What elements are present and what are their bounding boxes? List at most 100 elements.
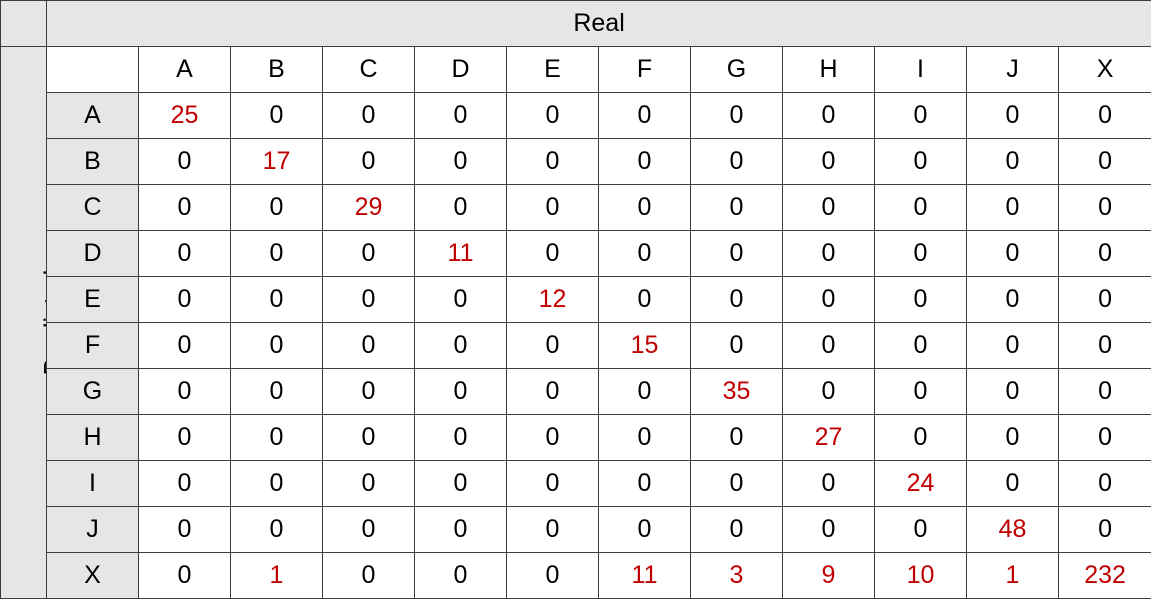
cell-c-f: 0 <box>598 184 691 231</box>
cell-h-i: 0 <box>874 414 967 461</box>
column-header-f: F <box>598 46 691 93</box>
matrix-row-d: D 0 0 0 11 0 0 0 0 0 0 0 <box>1 230 1151 277</box>
cell-e-e: 12 <box>506 276 599 323</box>
cell-h-e: 0 <box>506 414 599 461</box>
cell-x-h: 9 <box>782 552 875 599</box>
cell-i-d: 0 <box>414 460 507 507</box>
row-header-i: I <box>46 460 139 507</box>
cell-f-b: 0 <box>230 322 323 369</box>
cell-i-c: 0 <box>322 460 415 507</box>
cell-c-h: 0 <box>782 184 875 231</box>
cell-x-e: 0 <box>506 552 599 599</box>
cell-b-e: 0 <box>506 138 599 185</box>
cell-x-x: 232 <box>1057 552 1151 599</box>
cell-f-i: 0 <box>874 322 967 369</box>
cell-c-c: 29 <box>322 184 415 231</box>
cell-a-x: 0 <box>1057 92 1151 139</box>
cell-a-j: 0 <box>966 92 1059 139</box>
cell-g-f: 0 <box>598 368 691 415</box>
row-header-b: B <box>46 138 139 185</box>
cell-h-d: 0 <box>414 414 507 461</box>
cell-i-g: 0 <box>690 460 783 507</box>
cell-f-g: 0 <box>690 322 783 369</box>
cell-b-g: 0 <box>690 138 783 185</box>
cell-f-e: 0 <box>506 322 599 369</box>
cell-g-a: 0 <box>138 368 231 415</box>
cell-e-x: 0 <box>1057 276 1151 323</box>
cell-e-i: 0 <box>874 276 967 323</box>
cell-e-g: 0 <box>690 276 783 323</box>
cell-b-d: 0 <box>414 138 507 185</box>
cell-x-g: 3 <box>690 552 783 599</box>
cell-e-j: 0 <box>966 276 1059 323</box>
cell-c-i: 0 <box>874 184 967 231</box>
cell-e-a: 0 <box>138 276 231 323</box>
matrix-row-g: G 0 0 0 0 0 0 35 0 0 0 0 <box>1 368 1151 415</box>
cell-a-a: 25 <box>138 92 231 139</box>
cell-c-b: 0 <box>230 184 323 231</box>
cell-a-e: 0 <box>506 92 599 139</box>
corner-cell <box>0 0 47 47</box>
cell-c-g: 0 <box>690 184 783 231</box>
matrix-row-a: A 25 0 0 0 0 0 0 0 0 0 0 <box>1 92 1151 139</box>
cell-g-c: 0 <box>322 368 415 415</box>
cell-j-c: 0 <box>322 506 415 553</box>
cell-c-x: 0 <box>1057 184 1151 231</box>
cell-b-f: 0 <box>598 138 691 185</box>
cell-j-b: 0 <box>230 506 323 553</box>
column-header-e: E <box>506 46 599 93</box>
cell-d-x: 0 <box>1057 230 1151 277</box>
matrix-row-e: E 0 0 0 0 12 0 0 0 0 0 0 <box>1 276 1151 323</box>
cell-c-j: 0 <box>966 184 1059 231</box>
cell-f-j: 0 <box>966 322 1059 369</box>
cell-a-d: 0 <box>414 92 507 139</box>
predicted-axis-text: Predicted <box>39 269 47 376</box>
cell-d-h: 0 <box>782 230 875 277</box>
cell-x-d: 0 <box>414 552 507 599</box>
cell-g-x: 0 <box>1057 368 1151 415</box>
cell-d-f: 0 <box>598 230 691 277</box>
cell-h-j: 0 <box>966 414 1059 461</box>
matrix-row-i: I 0 0 0 0 0 0 0 0 24 0 0 <box>1 460 1151 507</box>
matrix-row-c: C 0 0 29 0 0 0 0 0 0 0 0 <box>1 184 1151 231</box>
cell-g-e: 0 <box>506 368 599 415</box>
column-header-b: B <box>230 46 323 93</box>
row-header-c: C <box>46 184 139 231</box>
column-header-d: D <box>414 46 507 93</box>
cell-e-c: 0 <box>322 276 415 323</box>
cell-e-h: 0 <box>782 276 875 323</box>
column-header-j: J <box>966 46 1059 93</box>
cell-x-f: 11 <box>598 552 691 599</box>
cell-g-b: 0 <box>230 368 323 415</box>
cell-f-a: 0 <box>138 322 231 369</box>
cell-c-d: 0 <box>414 184 507 231</box>
cell-d-i: 0 <box>874 230 967 277</box>
cell-g-i: 0 <box>874 368 967 415</box>
matrix-row-f: F 0 0 0 0 0 15 0 0 0 0 0 <box>1 322 1151 369</box>
cell-i-f: 0 <box>598 460 691 507</box>
cell-e-b: 0 <box>230 276 323 323</box>
cell-j-f: 0 <box>598 506 691 553</box>
cell-b-h: 0 <box>782 138 875 185</box>
column-header-a: A <box>138 46 231 93</box>
cell-f-c: 0 <box>322 322 415 369</box>
cell-c-e: 0 <box>506 184 599 231</box>
cell-i-h: 0 <box>782 460 875 507</box>
cell-d-b: 0 <box>230 230 323 277</box>
cell-h-c: 0 <box>322 414 415 461</box>
cell-b-i: 0 <box>874 138 967 185</box>
cell-g-g: 35 <box>690 368 783 415</box>
row-header-g: G <box>46 368 139 415</box>
cell-i-b: 0 <box>230 460 323 507</box>
cell-a-g: 0 <box>690 92 783 139</box>
cell-b-j: 0 <box>966 138 1059 185</box>
row-header-d: D <box>46 230 139 277</box>
cell-d-e: 0 <box>506 230 599 277</box>
cell-c-a: 0 <box>138 184 231 231</box>
cell-j-e: 0 <box>506 506 599 553</box>
row-header-j: J <box>46 506 139 553</box>
cell-x-j: 1 <box>966 552 1059 599</box>
cell-a-b: 0 <box>230 92 323 139</box>
cell-i-e: 0 <box>506 460 599 507</box>
cell-g-d: 0 <box>414 368 507 415</box>
